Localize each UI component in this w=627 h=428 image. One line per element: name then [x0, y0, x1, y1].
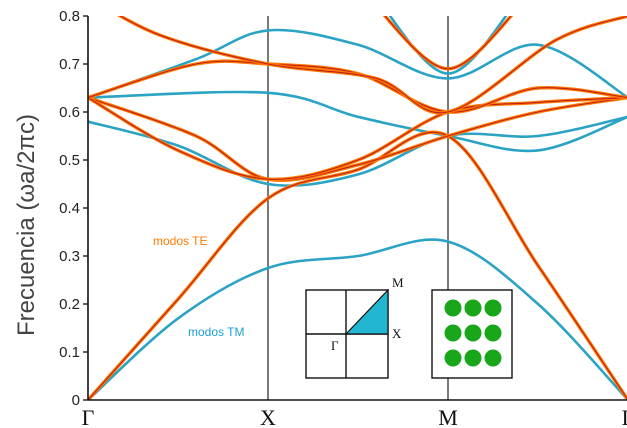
y-tick-label: 0.5 [59, 152, 80, 169]
te-band-3-core [88, 97, 627, 180]
lattice-rod [484, 324, 502, 342]
tm-band-2 [88, 115, 627, 187]
x-tick-labels: ΓXMΓ [82, 405, 627, 428]
y-tick-label: 0.8 [59, 8, 80, 25]
y-tick-label: 0.7 [59, 56, 80, 73]
te-modes-label: modos TE [153, 234, 207, 248]
te-band-5-core [119, 16, 627, 114]
bz-label-m: M [392, 275, 404, 290]
tm-modes-label: modos TM [188, 325, 244, 339]
bz-label-x: X [392, 326, 402, 341]
x-tick-label: Γ [82, 405, 95, 428]
te-band-6-core [384, 16, 512, 70]
x-tick-label: Γ [622, 405, 627, 428]
lattice-rod [444, 324, 462, 342]
irreducible-zone-wedge [344, 288, 389, 335]
te-band-2-core [88, 97, 627, 181]
y-tick-label: 0.2 [59, 296, 80, 313]
brillouin-zone-inset: M X Γ [305, 275, 404, 379]
x-tick-label: X [260, 405, 276, 428]
te-band-1-core [88, 131, 627, 400]
tm-band-3 [88, 90, 627, 153]
tm-band-1 [88, 238, 627, 400]
y-tick-labels: 0 0.1 0.2 0.3 0.4 0.5 0.6 0.7 0.8 [59, 8, 88, 409]
lattice-rod [484, 349, 502, 367]
lattice-rod [444, 349, 462, 367]
y-tick-label: 0.3 [59, 248, 80, 265]
y-tick-label: 0.6 [59, 104, 80, 121]
y-tick-label: 0 [72, 392, 80, 409]
y-tick-label: 0.4 [59, 200, 80, 217]
te-band-5 [116, 16, 627, 115]
lattice-rod [464, 324, 482, 342]
y-tick-label: 0.1 [59, 344, 80, 361]
square-lattice-inset [431, 289, 513, 379]
band-lines [88, 16, 627, 400]
lattice-rod [484, 299, 502, 317]
lattice-rod [464, 299, 482, 317]
bz-label-gamma: Γ [331, 338, 339, 353]
y-axis-label: Frecuencia (ωa/2πc) [13, 114, 40, 336]
tm-band-5 [388, 16, 508, 75]
lattice-rod [444, 299, 462, 317]
x-tick-label: M [438, 405, 458, 428]
lattice-rod [464, 349, 482, 367]
tm-band-4 [88, 28, 627, 99]
